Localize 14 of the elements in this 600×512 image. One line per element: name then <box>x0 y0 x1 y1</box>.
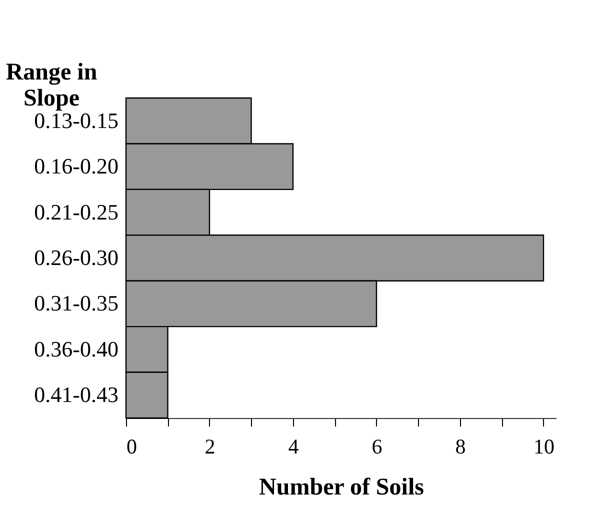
x-tick-label: 2 <box>204 434 216 458</box>
x-tick-label: 0 <box>126 434 137 458</box>
y-tick-label: 0.21-0.25 <box>34 199 118 224</box>
y-axis-title: Range in Slope <box>6 60 98 112</box>
y-tick-label: 0.26-0.30 <box>34 245 118 270</box>
x-tick-label: 8 <box>455 434 466 458</box>
y-tick-label: 0.41-0.43 <box>34 382 118 408</box>
y-tick-label: 0.36-0.40 <box>34 336 118 362</box>
x-tick-label: 10 <box>533 434 554 458</box>
x-tick-label: 6 <box>372 434 382 458</box>
y-tick-label: 0.31-0.35 <box>34 290 118 316</box>
x-tick-label: 4 <box>288 434 300 458</box>
y-tick-label: 0.16-0.20 <box>34 154 118 179</box>
x-axis-title: Number of Soils <box>259 474 424 500</box>
